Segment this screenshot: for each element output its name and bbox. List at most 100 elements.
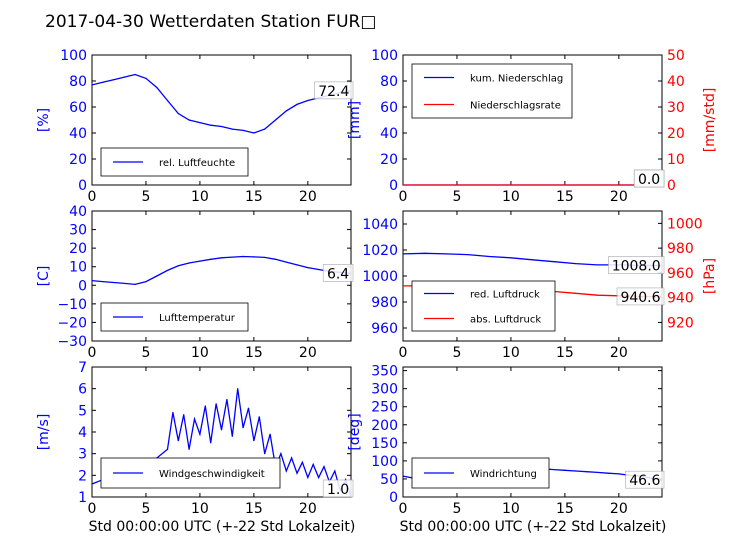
x-tick-label: 5 [452, 189, 461, 205]
data-point [296, 103, 298, 105]
data-point [145, 280, 147, 283]
data-point [445, 253, 447, 255]
data-point [188, 119, 190, 121]
data-point [607, 472, 609, 474]
data-point [231, 128, 233, 130]
y-tick-label: 100 [371, 454, 398, 470]
data-point [92, 483, 93, 485]
data-point [145, 77, 147, 79]
data-point [285, 110, 287, 112]
x-tick-label: 10 [502, 501, 520, 517]
data-point [531, 259, 534, 261]
data-point [323, 466, 325, 468]
y-tick-label: 0 [78, 178, 87, 194]
y-axis-label: [C] [36, 266, 52, 287]
legend-box [411, 63, 573, 119]
last-value-box [314, 81, 354, 100]
legend-label: kum. Niederschlag [470, 74, 563, 85]
data-point [134, 283, 136, 285]
y-tick-label: 0 [389, 490, 398, 506]
data-point [242, 255, 244, 258]
data-point [215, 403, 217, 405]
series-group [92, 255, 351, 286]
data-point [166, 448, 169, 450]
y2-tick-label: 10 [667, 152, 685, 168]
data-point [296, 472, 298, 474]
data-point [242, 427, 244, 429]
y-tick-label: 200 [371, 418, 398, 434]
x-tick-label: 5 [452, 345, 461, 361]
data-point [134, 73, 136, 76]
y-axis-label: [m/s] [36, 414, 52, 451]
data-point [253, 440, 255, 442]
x-tick-label: 20 [299, 189, 317, 205]
data-point [553, 468, 555, 471]
y-tick-label: 80 [69, 74, 87, 90]
series-group [92, 73, 351, 134]
y2-tick-label: 980 [667, 241, 694, 257]
data-point [220, 429, 223, 431]
y-tick-label: 300 [371, 382, 398, 398]
y-tick-label: 1 [78, 490, 87, 506]
y-tick-label: 100 [60, 48, 87, 64]
x-tick-label: 0 [88, 345, 97, 361]
data-point [177, 265, 179, 267]
data-point [253, 132, 255, 134]
last-value-box [608, 256, 665, 274]
y2-tick-label: 940 [667, 291, 694, 307]
x-tick-label: 10 [191, 501, 209, 517]
y-tick-label: 60 [380, 100, 398, 116]
last-value-box [322, 479, 354, 498]
legend-label: rel. Luftfeuchte [159, 158, 235, 169]
x-tick-label: 5 [141, 501, 150, 517]
data-point [264, 453, 266, 455]
legend-label: red. Luftdruck [470, 290, 540, 301]
y-tick-label: 10 [69, 260, 87, 276]
data-point [553, 261, 555, 263]
last-value-label: 1008.0 [612, 259, 661, 275]
y2-tick-label: 40 [667, 74, 685, 90]
data-point [226, 398, 228, 401]
y2-tick-label: 0 [667, 178, 676, 194]
y-tick-label: 100 [371, 48, 398, 64]
y-axis-label: [mm] [347, 101, 363, 139]
last-value-box [322, 264, 354, 282]
data-point [403, 253, 404, 255]
last-value-label: 0.0 [638, 172, 660, 188]
data-point [575, 263, 577, 265]
data-point [177, 112, 179, 115]
data-point [220, 125, 223, 128]
y2-tick-label: 1000 [667, 216, 703, 232]
legend-label: abs. Luftdruck [470, 315, 541, 326]
y-tick-label: 60 [69, 100, 87, 116]
data-point [403, 285, 404, 287]
data-point [92, 280, 93, 282]
data-point [193, 418, 196, 420]
data-point [423, 252, 426, 254]
data-point [188, 262, 190, 264]
y-tick-label: 7 [78, 360, 87, 376]
y2-tick-label: 30 [667, 100, 685, 116]
data-point [231, 256, 233, 258]
y-tick-label: 20 [69, 152, 87, 168]
data-point [307, 476, 309, 479]
data-point [237, 388, 239, 390]
x-tick-label: 15 [245, 501, 263, 517]
x-tick-label: 5 [141, 189, 150, 205]
x-tick-label: 20 [299, 345, 317, 361]
last-value-label: 46.6 [629, 473, 660, 489]
y-tick-label: 2 [78, 468, 87, 484]
data-point [280, 453, 282, 455]
data-point [123, 76, 125, 78]
x-tick-label: 10 [191, 189, 209, 205]
y-tick-label: 40 [380, 126, 398, 142]
y-tick-label: 30 [69, 223, 87, 239]
y-tick-label: 80 [380, 74, 398, 90]
x-axis-label-right: Std 00:00:00 UTC (+-22 Std Lokalzeit) [400, 519, 667, 535]
y2-tick-label: 20 [667, 126, 685, 142]
x-tick-label: 20 [610, 345, 628, 361]
data-point [188, 448, 190, 450]
last-value-box [633, 169, 665, 188]
y-tick-label: 0 [78, 278, 87, 294]
